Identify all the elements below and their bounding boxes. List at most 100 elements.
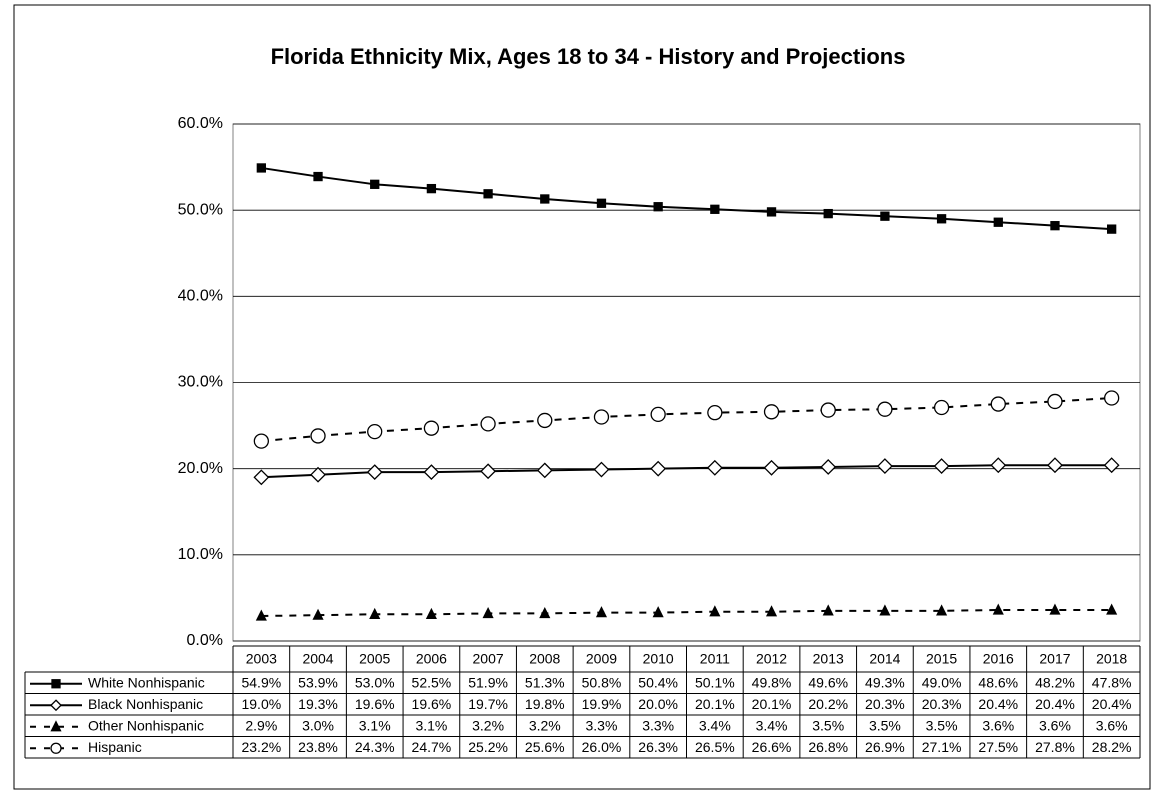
y-tick-label: 60.0% (178, 115, 223, 132)
x-tick-label: 2018 (1096, 651, 1127, 667)
table-cell: 3.1% (359, 717, 391, 733)
table-cell: 20.2% (808, 696, 848, 712)
table-cell: 26.6% (752, 739, 792, 755)
y-tick-label: 40.0% (178, 288, 223, 305)
data-point (1106, 603, 1118, 615)
table-cell: 3.2% (472, 717, 504, 733)
data-point (936, 604, 948, 616)
table-cell: 20.4% (1092, 696, 1132, 712)
data-point (1047, 393, 1063, 410)
table-cell: 51.3% (525, 674, 565, 690)
table-cell: 3.4% (699, 717, 731, 733)
table-cell: 3.6% (982, 717, 1014, 733)
table-cell: 53.9% (298, 674, 338, 690)
x-tick-label: 2008 (529, 651, 560, 667)
table-cell: 49.8% (752, 674, 792, 690)
data-point (426, 183, 437, 194)
table-cell: 3.3% (642, 717, 674, 733)
data-point (879, 604, 891, 616)
data-point (255, 609, 267, 621)
table-cell: 28.2% (1092, 739, 1132, 755)
data-point (312, 608, 324, 620)
legend-key-marker (50, 720, 62, 732)
table-cell: 19.9% (582, 696, 622, 712)
table-cell: 54.9% (241, 674, 281, 690)
data-point (483, 189, 493, 199)
table-cell: 20.1% (752, 696, 792, 712)
data-point (423, 420, 440, 436)
data-point (652, 606, 664, 618)
data-point (480, 416, 496, 432)
y-tick-label: 50.0% (178, 201, 223, 218)
data-point (990, 396, 1006, 412)
y-tick-label: 0.0% (187, 632, 223, 649)
table-cell: 52.5% (412, 674, 452, 690)
data-point (876, 458, 893, 475)
data-point (310, 466, 326, 483)
data-point (596, 198, 607, 208)
data-point (1107, 224, 1117, 234)
table-cell: 50.4% (638, 674, 678, 690)
x-tick-label: 2004 (302, 651, 333, 667)
legend-label: Hispanic (88, 739, 142, 755)
table-cell: 26.3% (638, 739, 678, 755)
legend-key-marker (50, 699, 62, 712)
table-cell: 20.4% (978, 696, 1018, 712)
table-cell: 3.6% (1039, 717, 1071, 733)
table-cell: 3.2% (529, 717, 561, 733)
table-cell: 48.2% (1035, 674, 1075, 690)
chart-border (13, 4, 1151, 790)
x-tick-label: 2016 (983, 651, 1014, 667)
table-cell: 23.2% (241, 739, 281, 755)
table-cell: 3.5% (812, 717, 844, 733)
data-point (537, 412, 553, 429)
table-cell: 26.0% (582, 739, 622, 755)
data-point (367, 423, 383, 440)
data-point (707, 405, 723, 421)
series-line (261, 608, 1112, 618)
x-tick-label: 2006 (416, 651, 447, 667)
table-cell: 49.6% (808, 674, 848, 690)
data-point (823, 208, 833, 219)
legend-label: White Nonhispanic (88, 674, 205, 690)
data-point (253, 469, 270, 486)
x-tick-label: 2015 (926, 651, 957, 667)
chart-title: Florida Ethnicity Mix, Ages 18 to 34 - H… (271, 44, 906, 69)
table-cell: 3.0% (302, 717, 334, 733)
legend-key-marker (50, 742, 62, 754)
legend-label: Black Nonhispanic (88, 696, 203, 712)
data-point (423, 464, 440, 481)
data-point (256, 163, 266, 173)
table-cell: 53.0% (355, 674, 395, 690)
table-cell: 49.3% (865, 674, 905, 690)
x-tick-label: 2011 (700, 651, 730, 667)
data-point (820, 402, 836, 418)
table-cell: 27.5% (978, 739, 1018, 755)
x-tick-label: 2013 (813, 651, 844, 667)
table-cell: 2.9% (245, 717, 277, 733)
x-tick-label: 2014 (869, 651, 900, 667)
table-cell: 26.8% (808, 739, 848, 755)
data-point (993, 217, 1003, 227)
data-point (933, 399, 950, 416)
table-cell: 50.8% (582, 674, 622, 690)
data-point (480, 463, 497, 480)
table-cell: 24.3% (355, 739, 395, 755)
table-cell: 19.6% (412, 696, 452, 712)
table-cell: 26.5% (695, 739, 735, 755)
x-tick-label: 2010 (643, 651, 674, 667)
table-cell: 51.9% (468, 674, 508, 690)
table-cell: 19.8% (525, 696, 565, 712)
table-cell: 19.7% (468, 696, 508, 712)
table-cell: 50.1% (695, 674, 735, 690)
table-cell: 3.4% (756, 717, 788, 733)
y-tick-label: 10.0% (178, 546, 223, 563)
data-point (310, 428, 326, 444)
data-point (822, 604, 834, 616)
series-line (261, 397, 1112, 443)
data-point (1049, 603, 1061, 615)
data-point (1047, 457, 1063, 474)
y-tick-label: 30.0% (178, 374, 223, 391)
data-point (366, 464, 383, 481)
